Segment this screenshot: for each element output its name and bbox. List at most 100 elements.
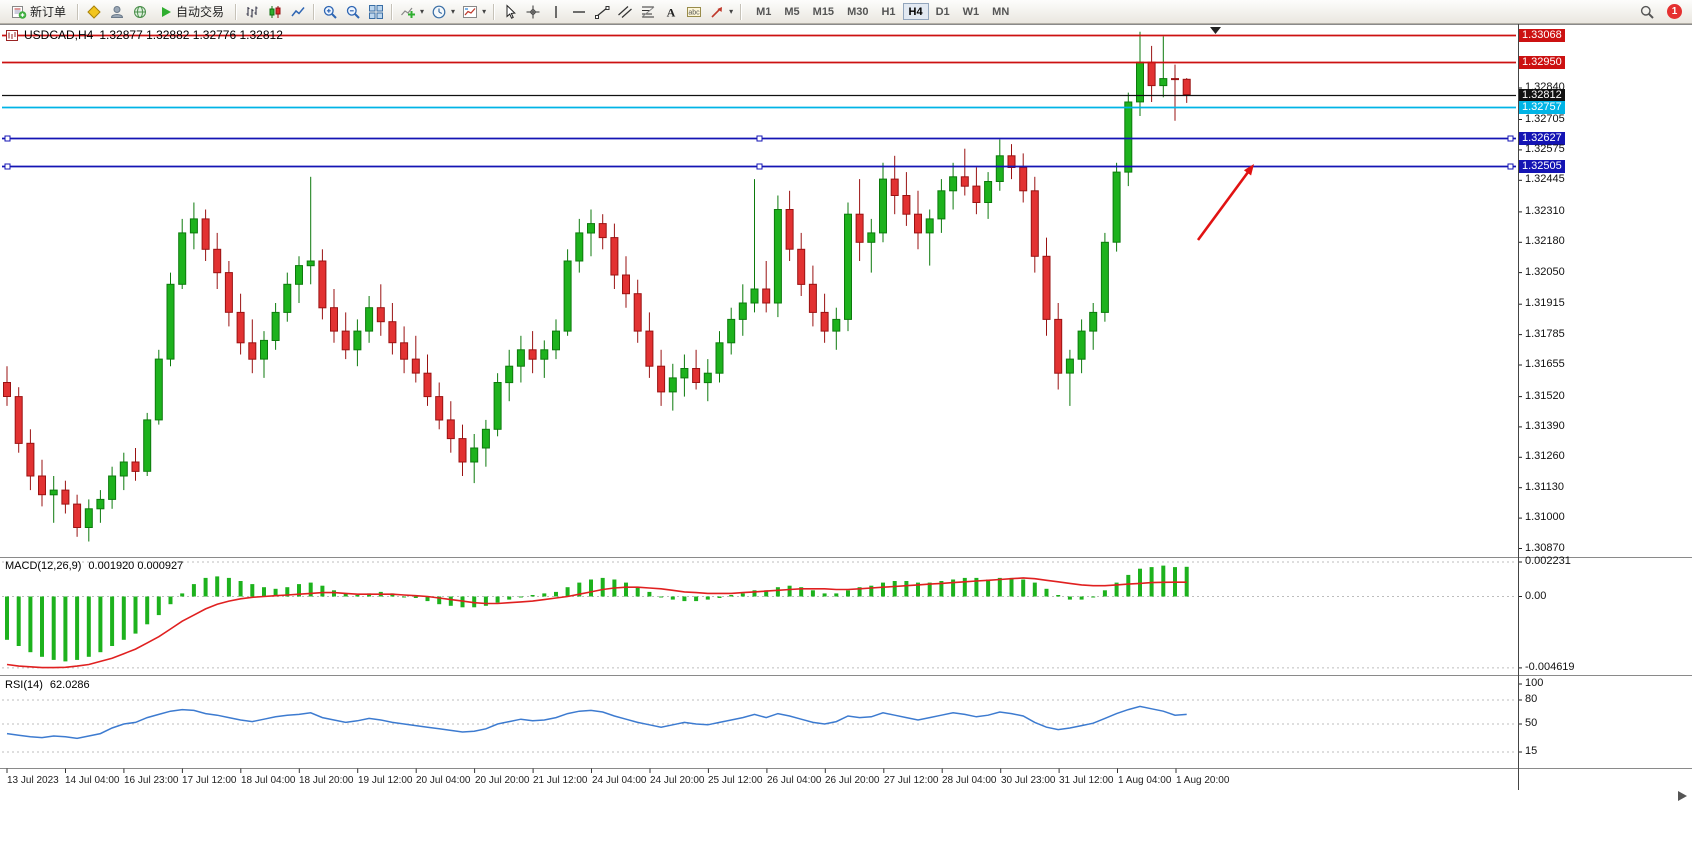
svg-text:abc: abc	[688, 9, 700, 16]
timeframe-button-h1[interactable]: H1	[875, 3, 901, 20]
text-label-icon: abc	[687, 6, 702, 17]
clock-icon	[432, 5, 446, 18]
svg-text:A: A	[667, 5, 676, 19]
line-handle[interactable]	[756, 163, 763, 170]
timeframe-button-m1[interactable]: M1	[750, 3, 777, 20]
rsi-value: 62.0286	[49, 679, 90, 691]
rsi-name: RSI(14)	[5, 679, 43, 691]
search-button[interactable]	[1636, 2, 1658, 22]
timeframe-button-h4[interactable]: H4	[902, 3, 929, 20]
fibonacci-button[interactable]	[637, 2, 659, 22]
horizontal-line-icon	[573, 10, 586, 13]
text-label-button[interactable]: abc	[683, 2, 705, 22]
horizontal-line-button[interactable]	[568, 2, 590, 22]
annotation-arrow-head[interactable]	[1243, 164, 1254, 176]
toolbar-separator	[740, 3, 743, 20]
periods-button[interactable]: ▾	[428, 2, 458, 22]
toolbar-separator	[391, 3, 394, 20]
line-chart-button[interactable]	[287, 2, 309, 22]
bar-chart-button[interactable]	[241, 2, 263, 22]
arrows-button[interactable]: ▾	[706, 2, 736, 22]
chart-shift-marker[interactable]	[1210, 27, 1221, 34]
macd-histogram	[5, 565, 1189, 662]
text-icon: A	[667, 5, 676, 19]
arrow-tool-icon	[711, 6, 723, 18]
chart-symbol-period: USDCAD,H4	[24, 28, 94, 42]
dropdown-caret: ▾	[451, 7, 456, 16]
timeframe-button-m15[interactable]: M15	[807, 3, 840, 20]
new-order-button[interactable]: 新订单	[4, 2, 73, 22]
macd-values: 0.001920 0.000927	[88, 560, 184, 572]
cursor-button[interactable]	[499, 2, 521, 22]
zoom-in-icon	[323, 5, 337, 19]
community-button[interactable]	[129, 2, 151, 22]
bar-chart-icon	[246, 6, 258, 17]
macd-signal-line	[6, 577, 1187, 669]
toolbar-right-group: 1	[1636, 2, 1682, 22]
toolbar-separator	[313, 3, 316, 20]
trendline-icon	[595, 5, 610, 19]
line-handle[interactable]	[4, 163, 11, 170]
autotrading-button[interactable]: 自动交易	[152, 2, 231, 22]
line-handle[interactable]	[756, 135, 763, 142]
timeframe-button-m5[interactable]: M5	[778, 3, 805, 20]
crosshair-icon	[526, 5, 540, 18]
toolbar-separator	[493, 3, 496, 20]
tile-windows-icon	[369, 4, 384, 19]
text-button[interactable]: A	[660, 2, 682, 22]
zoom-out-button[interactable]	[342, 2, 364, 22]
cursor-icon	[506, 3, 517, 19]
timeframe-group: M1 M5 M15 M30 H1 H4 D1 W1 MN	[750, 3, 1015, 20]
vertical-line-button[interactable]	[545, 2, 567, 22]
new-order-icon	[12, 5, 27, 19]
dropdown-caret: ▾	[729, 7, 734, 16]
fibonacci-icon	[641, 6, 655, 17]
trendline-button[interactable]	[591, 2, 613, 22]
timeframe-button-m30[interactable]: M30	[841, 3, 874, 20]
scroll-right-icon[interactable]	[1678, 791, 1687, 801]
crosshair-button[interactable]	[522, 2, 544, 22]
annotation-arrow[interactable]	[1196, 169, 1251, 241]
tile-windows-button[interactable]	[365, 2, 387, 22]
candlestick-series	[3, 31, 1191, 542]
mql-market-button[interactable]	[83, 2, 105, 22]
timeframe-button-mn[interactable]: MN	[986, 3, 1015, 20]
line-chart-icon	[291, 6, 305, 16]
timeframe-button-d1[interactable]: D1	[930, 3, 956, 20]
search-icon	[1640, 5, 1654, 19]
diamond-icon	[87, 4, 101, 19]
dropdown-caret: ▾	[420, 7, 425, 16]
autotrading-label: 自动交易	[176, 5, 225, 19]
line-handle[interactable]	[1507, 163, 1514, 170]
line-handle[interactable]	[4, 135, 11, 142]
vertical-line-icon	[555, 5, 557, 18]
autotrading-play-icon	[162, 6, 172, 17]
rsi-line	[6, 705, 1187, 740]
indicators-icon	[401, 7, 416, 18]
chart-title: USDCAD,H4 1.32877 1.32882 1.32776 1.3281…	[6, 28, 283, 42]
zoom-in-button[interactable]	[319, 2, 341, 22]
toolbar: 新订单 自动交易	[0, 0, 1692, 24]
globe-icon	[134, 5, 147, 18]
candlestick-icon	[269, 5, 281, 18]
candlestick-chart-button[interactable]	[264, 2, 286, 22]
indicators-button[interactable]: ▾	[397, 2, 427, 22]
timeframe-button-w1[interactable]: W1	[957, 3, 986, 20]
dropdown-caret: ▾	[482, 7, 487, 16]
line-handle[interactable]	[1507, 135, 1514, 142]
chart-window-icon	[6, 29, 18, 41]
templates-button[interactable]: ▾	[459, 2, 489, 22]
rsi-header: RSI(14) 62.0286	[5, 679, 90, 691]
channel-button[interactable]	[614, 2, 636, 22]
channel-icon	[618, 5, 632, 18]
toolbar-separator	[77, 3, 80, 20]
chart-ohlc-values: 1.32877 1.32882 1.32776 1.32812	[99, 28, 283, 42]
profile-button[interactable]	[106, 2, 128, 22]
toolbar-separator	[235, 3, 238, 20]
profile-icon	[111, 5, 124, 18]
macd-header: MACD(12,26,9) 0.001920 0.000927	[5, 560, 183, 572]
macd-name: MACD(12,26,9)	[5, 560, 82, 572]
notification-badge[interactable]: 1	[1667, 4, 1682, 19]
